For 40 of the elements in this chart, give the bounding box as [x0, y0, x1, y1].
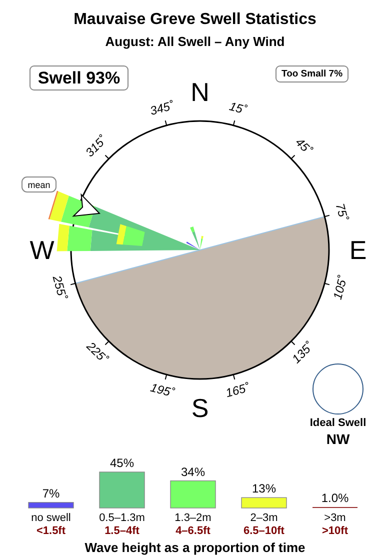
- text: 105˚: [330, 273, 350, 301]
- text: S: [191, 393, 209, 423]
- x-tick-label: >3m: [324, 512, 346, 524]
- bar: [241, 497, 287, 508]
- text: 15˚: [228, 99, 250, 118]
- x-tick-label: no swell: [31, 512, 71, 524]
- text: W: [30, 235, 55, 265]
- bar: [170, 480, 216, 508]
- data-label: 45%: [110, 456, 134, 470]
- x-tick-label: 0.5–1.3m: [99, 512, 145, 524]
- text: >10ft: [322, 525, 348, 537]
- text: 4–6.5ft: [176, 525, 211, 537]
- text: Swell 93%: [38, 68, 120, 88]
- text: August: All Swell – Any Wind: [105, 34, 285, 49]
- text: 255˚: [50, 273, 70, 302]
- x-tick-label: 2–3m: [250, 512, 278, 524]
- bar: [28, 502, 74, 508]
- text: <1.5ft: [36, 525, 66, 537]
- data-label: 1.0%: [321, 491, 349, 505]
- text: 165˚: [224, 380, 252, 400]
- x-axis-title: Wave height as a proportion of time: [84, 540, 306, 555]
- data-label: 13%: [252, 482, 276, 496]
- text: 6.5–10ft: [244, 525, 285, 537]
- text: 225˚: [83, 338, 112, 367]
- text: 75˚: [332, 202, 352, 224]
- text: 1.5–4ft: [104, 525, 140, 537]
- text: Ideal Swell: [310, 417, 366, 429]
- text: E: [349, 235, 367, 265]
- text: 345˚: [148, 98, 176, 118]
- text: Too Small 7%: [281, 68, 344, 80]
- text: N: [190, 77, 210, 107]
- x-tick-label: 1.3–2m: [174, 512, 212, 524]
- text: NW: [326, 431, 350, 447]
- text: mean: [28, 180, 50, 190]
- data-label: 7%: [42, 486, 60, 500]
- data-label: 34%: [180, 464, 206, 479]
- text: 195˚: [149, 380, 177, 400]
- text: Mauvaise Greve Swell Statistics: [74, 11, 316, 28]
- text: 45˚: [292, 135, 316, 158]
- bar: [99, 472, 145, 508]
